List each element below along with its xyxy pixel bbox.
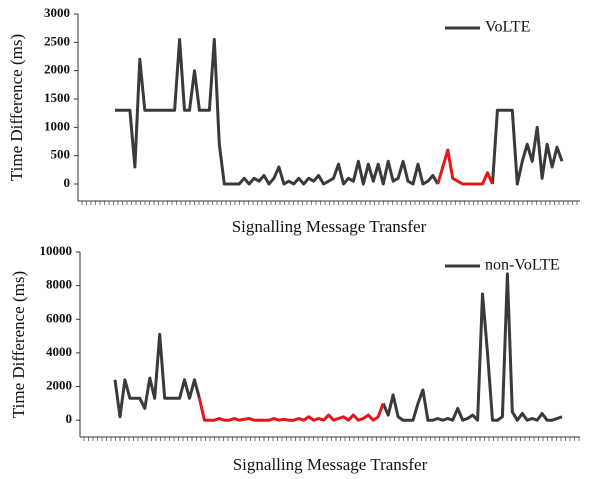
data-line [115,38,564,186]
y-tick-label: 1000 [44,118,70,133]
y-tick-label: 3000 [44,5,70,20]
y-tick-label: 8000 [46,277,72,292]
data-line [197,397,385,422]
legend-label: VoLTE [485,19,530,36]
x-axis-label: Signalling Message Transfer [232,217,427,236]
y-tick-label: 500 [51,147,71,162]
y-tick-label: 4000 [46,344,72,359]
y-tick-label: 1500 [44,90,70,105]
x-axis-label: Signalling Message Transfer [233,455,428,474]
y-tick-label: 0 [66,411,73,426]
y-tick-label: 2000 [44,62,70,77]
legend-label: non-VoLTE [485,257,560,274]
y-axis-label: Time Difference (ms) [7,34,26,181]
data-line [113,272,563,422]
y-tick-label: 2500 [44,33,70,48]
y-tick-label: 2000 [46,378,72,393]
y-axis-label: Time Difference (ms) [9,271,28,418]
data-line [436,148,494,186]
y-tick-label: 10000 [40,243,73,258]
y-tick-label: 6000 [46,310,72,325]
y-tick-label: 0 [64,175,71,190]
